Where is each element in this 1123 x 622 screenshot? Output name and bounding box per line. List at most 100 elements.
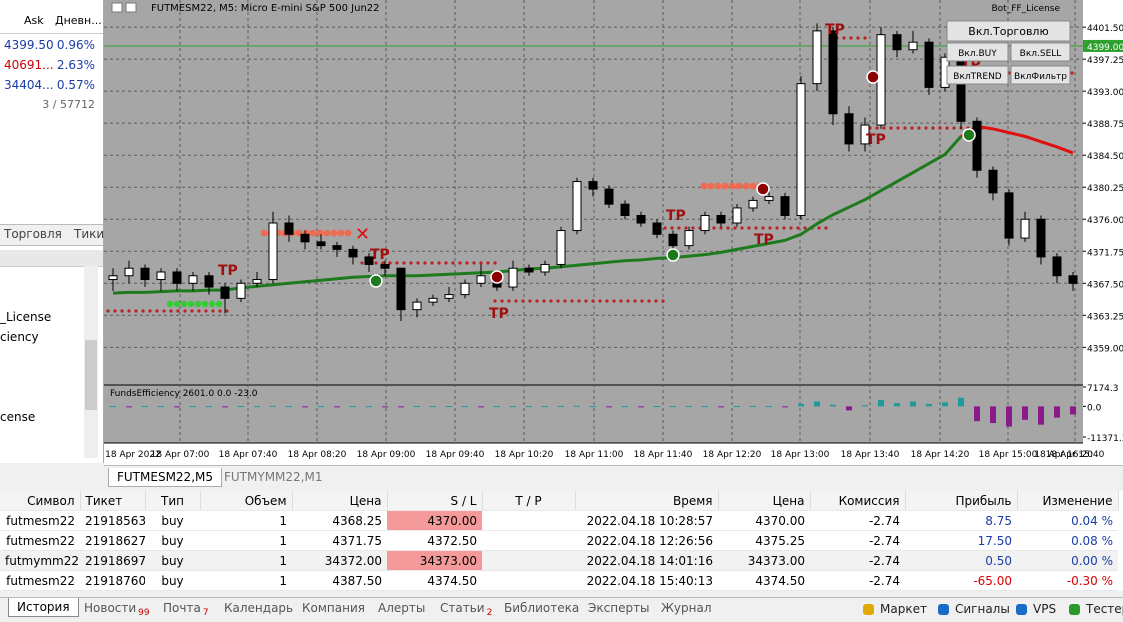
level-dot xyxy=(733,226,737,230)
level-dot xyxy=(218,309,222,313)
candle-body xyxy=(220,286,230,299)
button-label[interactable]: Вкл.BUY xyxy=(958,49,997,59)
cell: -2.74 xyxy=(810,550,905,571)
level-dot xyxy=(148,309,152,313)
toolbox-tabs: История Новости 99 Почта 7 Календарь Компания А… xyxy=(0,597,1123,622)
candle-body xyxy=(988,169,998,194)
button-label[interactable]: Вкл.Торговлю xyxy=(968,25,1048,38)
histogram-bar xyxy=(238,405,244,407)
level-dot xyxy=(479,261,483,265)
column-header[interactable]: Комиссия xyxy=(810,491,906,511)
button[interactable] xyxy=(1010,65,1071,85)
chart-tab[interactable]: FUTMESM22,M5 xyxy=(108,468,222,487)
level-dot xyxy=(486,261,490,265)
navigator-item[interactable]: _License xyxy=(0,310,52,324)
price-label: 4397.25 xyxy=(1087,56,1123,66)
level-dot xyxy=(402,261,406,265)
panel-header xyxy=(0,250,103,267)
tab-label[interactable]: Календарь xyxy=(224,601,294,615)
histogram-bar xyxy=(974,406,980,422)
chart-tab[interactable]: FUTMYMM22,M1 xyxy=(224,470,323,484)
tab-label[interactable]: Библиотека xyxy=(504,601,580,615)
column-header[interactable]: T / P xyxy=(482,491,576,511)
candle-body xyxy=(668,233,678,247)
tab[interactable]: Тики xyxy=(74,227,105,241)
tab-label[interactable]: Статьи xyxy=(440,601,485,615)
tab-label[interactable]: Компания xyxy=(302,601,365,615)
histogram-bar xyxy=(670,406,676,408)
candle-body xyxy=(860,124,870,145)
histogram-bar xyxy=(190,406,196,408)
toolbox-tab[interactable]: Новости 99 xyxy=(84,601,150,618)
button-label[interactable]: ВклФильтр xyxy=(1014,72,1067,82)
column-header[interactable]: Объем xyxy=(200,491,293,511)
time-label: 18 Apr 13:00 xyxy=(771,450,830,460)
tp-label: TP xyxy=(218,263,238,279)
tab-strip xyxy=(0,224,103,246)
navigator-item[interactable]: cense xyxy=(0,410,36,424)
button[interactable] xyxy=(946,42,1009,62)
time-label: 18 Apr 13:40 xyxy=(841,450,900,460)
column-header[interactable]: Изменение xyxy=(1017,491,1119,511)
candle-body xyxy=(252,279,262,284)
toolbar-link[interactable]: Тестер xyxy=(1086,602,1123,616)
tab-label[interactable]: Журнал xyxy=(661,601,712,615)
column-header[interactable]: Время xyxy=(575,491,719,511)
tab-label[interactable]: Алерты xyxy=(378,601,426,615)
tab-label[interactable]: Новости xyxy=(84,601,137,615)
column-header[interactable]: Прибыль xyxy=(905,491,1018,511)
current-price-tag xyxy=(1083,39,1123,52)
level-dot xyxy=(633,299,637,303)
toolbox-tab[interactable]: Статьи 2 xyxy=(440,601,492,618)
cell: 219186277 xyxy=(80,530,145,551)
level-dot xyxy=(654,299,658,303)
toolbar-link[interactable]: Маркет xyxy=(880,602,927,616)
toolbar-link[interactable]: VPS xyxy=(1033,602,1057,616)
toolbar-link[interactable]: Сигналы xyxy=(955,602,1010,616)
candle-body xyxy=(236,282,246,299)
candle-body xyxy=(908,41,918,51)
histogram-bar xyxy=(318,406,324,408)
navigator-item[interactable]: ciency xyxy=(0,330,39,344)
button-label[interactable]: ВклTREND xyxy=(953,72,1002,82)
tab-label[interactable]: История xyxy=(17,600,70,614)
chart-title: FUTMESM22, M5: Micro E-mini S&P 500 Jun2… xyxy=(151,3,380,14)
toolbox-tab[interactable]: Компания xyxy=(302,601,365,615)
button-label[interactable]: Вкл.SELL xyxy=(1020,49,1062,59)
button[interactable] xyxy=(946,65,1009,85)
toolbox-tab[interactable]: Журнал xyxy=(661,601,712,615)
button[interactable] xyxy=(946,20,1071,42)
toolbox-tab[interactable]: Алерты xyxy=(378,601,425,615)
trade-row[interactable]: futmymm22219186977buy134372.0034373.0020… xyxy=(0,550,1118,571)
toolbox-tab[interactable]: Библиотека xyxy=(504,601,579,615)
column-header[interactable]: Тикет xyxy=(80,491,146,511)
column-header[interactable]: Символ xyxy=(0,491,81,511)
histogram-bar xyxy=(606,406,612,408)
tab-label[interactable]: Эксперты xyxy=(588,601,650,615)
level-dot xyxy=(176,309,180,313)
histogram-bar xyxy=(270,405,276,407)
level-dot xyxy=(747,226,751,230)
column-header[interactable]: Тип xyxy=(145,491,201,511)
button[interactable] xyxy=(1010,42,1071,62)
column-header[interactable]: S / L xyxy=(387,491,483,511)
tab-label[interactable]: Почта xyxy=(163,601,201,615)
signal-icon xyxy=(962,128,976,142)
candle-body xyxy=(780,196,790,216)
candle-body xyxy=(924,41,934,88)
toolbox-tab[interactable]: Почта 7 xyxy=(163,601,209,618)
toolbox-tab[interactable]: История xyxy=(8,598,79,617)
tab[interactable]: Торговля xyxy=(4,227,62,241)
column-header[interactable]: Цена xyxy=(718,491,811,511)
trade-row[interactable]: futmesm22219185634buy14368.254370.002022… xyxy=(0,510,1118,531)
candle-body xyxy=(444,294,454,299)
trade-row[interactable]: futmesm22219187608buy14387.504374.502022… xyxy=(0,570,1118,591)
level-dot xyxy=(931,126,935,130)
toolbox-tab[interactable]: Календарь xyxy=(224,601,293,615)
time-label: 18 Apr 15:00 xyxy=(979,450,1038,460)
cell: buy xyxy=(145,530,200,551)
toolbox-tab[interactable]: Эксперты xyxy=(588,601,650,615)
column-header[interactable]: Цена xyxy=(292,491,388,511)
